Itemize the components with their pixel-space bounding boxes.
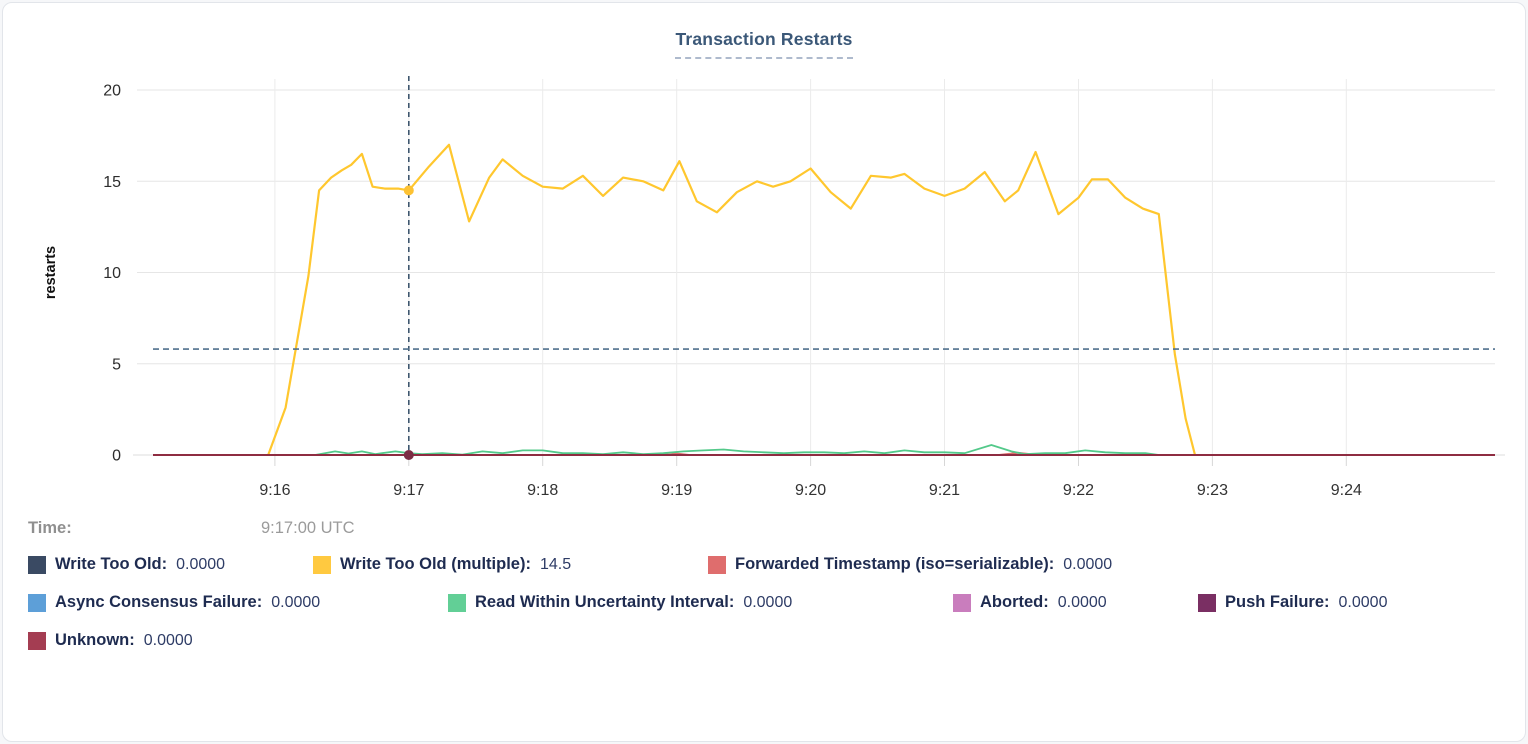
chart-header: Transaction Restarts — [3, 3, 1525, 65]
chart-title[interactable]: Transaction Restarts — [675, 29, 853, 59]
transaction-restarts-chart[interactable]: 0 5 10 15 20 9:16 9:17 9:18 9:19 9:20 9:21 9:22 9:23… — [3, 65, 1526, 507]
legend-series-value: 0.0000 — [1063, 555, 1113, 573]
legend-series-value: 14.5 — [539, 555, 572, 573]
legend-color-swatch-icon — [953, 593, 971, 612]
legend-series-value: 0.0000 — [1338, 593, 1388, 611]
legend-series-name: Unknown: — [55, 631, 135, 649]
legend-series-value: 0.0000 — [743, 593, 793, 611]
legend-item: Async Consensus Failure: 0.0000 — [28, 593, 448, 612]
time-value: 9:17:00 UTC — [261, 518, 355, 537]
legend-color-swatch-icon — [28, 555, 46, 574]
legend-series-name: Push Failure: — [1225, 593, 1330, 611]
svg-text:9:20: 9:20 — [795, 482, 826, 499]
svg-text:15: 15 — [103, 174, 121, 191]
svg-text:9:19: 9:19 — [661, 482, 692, 499]
legend-row: Async Consensus Failure: 0.0000 Read Wit… — [28, 593, 1525, 612]
legend-item: Write Too Old: 0.0000 — [28, 555, 313, 574]
svg-text:9:24: 9:24 — [1331, 482, 1362, 499]
legend-item: Read Within Uncertainty Interval: 0.0000 — [448, 593, 953, 612]
legend-series-value: 0.0000 — [143, 631, 193, 649]
chart-legend: Write Too Old: 0.0000 Write Too Old (mul… — [3, 545, 1525, 650]
time-label: Time: — [28, 518, 72, 537]
svg-text:restarts: restarts — [43, 246, 59, 299]
legend-series-name: Read Within Uncertainty Interval: — [475, 593, 735, 611]
svg-text:5: 5 — [112, 356, 121, 373]
svg-text:0: 0 — [112, 448, 121, 465]
legend-series-name: Write Too Old (multiple): — [340, 555, 531, 573]
legend-color-swatch-icon — [28, 631, 46, 650]
legend-series-name: Aborted: — [980, 593, 1049, 611]
legend-color-swatch-icon — [313, 555, 331, 574]
legend-item: Push Failure: 0.0000 — [1198, 593, 1387, 612]
legend-row: Write Too Old: 0.0000 Write Too Old (mul… — [28, 555, 1525, 574]
legend-row: Unknown: 0.0000 — [28, 631, 1525, 650]
hover-time-row: Time: 9:17:00 UTC — [3, 511, 1525, 545]
legend-series-value: 0.0000 — [271, 593, 321, 611]
legend-series-name: Async Consensus Failure: — [55, 593, 263, 611]
legend-item: Aborted: 0.0000 — [953, 593, 1198, 612]
svg-text:20: 20 — [103, 83, 121, 100]
legend-color-swatch-icon — [1198, 593, 1216, 612]
svg-text:9:22: 9:22 — [1063, 482, 1094, 499]
svg-text:9:17: 9:17 — [393, 482, 424, 499]
legend-item: Unknown: 0.0000 — [28, 631, 193, 650]
legend-series-value: 0.0000 — [176, 555, 226, 573]
legend-color-swatch-icon — [28, 593, 46, 612]
svg-text:10: 10 — [103, 265, 121, 282]
svg-text:9:18: 9:18 — [527, 482, 558, 499]
legend-series-name: Write Too Old: — [55, 555, 168, 573]
svg-text:9:23: 9:23 — [1197, 482, 1228, 499]
legend-series-value: 0.0000 — [1057, 593, 1107, 611]
legend-series-name: Forwarded Timestamp (iso=serializable): — [735, 555, 1055, 573]
legend-item: Write Too Old (multiple): 14.5 — [313, 555, 708, 574]
svg-text:9:21: 9:21 — [929, 482, 960, 499]
legend-item: Forwarded Timestamp (iso=serializable): … — [708, 555, 1112, 574]
legend-color-swatch-icon — [708, 555, 726, 574]
legend-color-swatch-icon — [448, 593, 466, 612]
svg-text:9:16: 9:16 — [259, 482, 290, 499]
